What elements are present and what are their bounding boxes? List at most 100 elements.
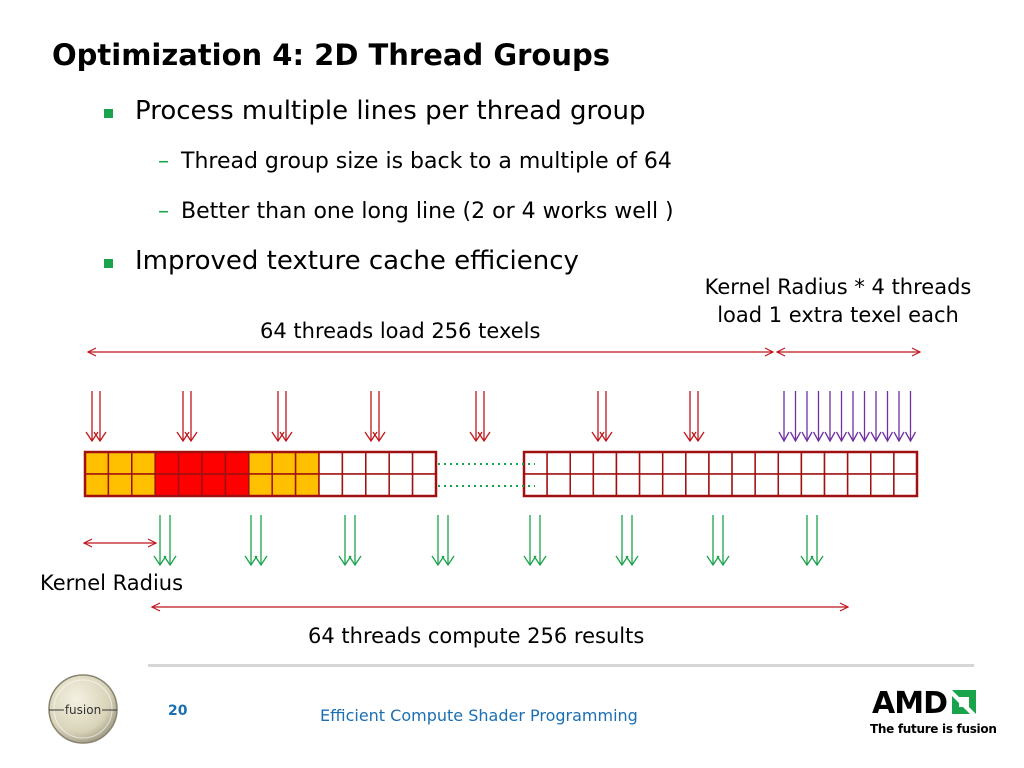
fusion-logo-text: fusion	[65, 703, 101, 717]
load-range-arrow	[86, 347, 775, 357]
extra-arrow-6	[835, 391, 848, 443]
extra-arrow-2	[789, 391, 802, 443]
texel-cell	[638, 473, 664, 497]
texel-cell	[870, 451, 895, 475]
texel-cell	[84, 473, 110, 497]
amd-tagline: The future is fusion	[870, 722, 997, 736]
texel-cell	[823, 473, 849, 497]
load-arrow-7	[683, 391, 705, 443]
texel-cell	[271, 473, 297, 497]
fusion-logo: fusion	[48, 674, 118, 744]
texel-cell	[685, 451, 710, 475]
footer-title: Efficient Compute Shader Programming	[320, 706, 638, 725]
label-extra-line-1: Kernel Radius * 4 threads	[704, 275, 972, 299]
load-arrow-5	[469, 391, 491, 443]
bullet-square-icon	[104, 259, 113, 268]
extra-arrow-7	[847, 391, 859, 443]
texel-cell	[411, 473, 437, 497]
bullet-square-icon	[104, 109, 113, 118]
texel-cell	[131, 451, 156, 475]
texel-cell	[341, 473, 367, 497]
load-arrow-1	[85, 391, 107, 443]
sub-bullet-text: Thread group size is back to a multiple …	[181, 149, 672, 174]
label-extra-line-2: load 1 extra texel each	[717, 303, 959, 327]
extra-range-arrow	[775, 347, 922, 357]
texel-cell	[731, 473, 756, 497]
texel-cell	[523, 451, 548, 475]
compute-arrow-2	[244, 515, 268, 567]
label-load-texels: 64 threads load 256 texels	[260, 319, 541, 343]
texel-cell	[131, 473, 156, 497]
texel-cell	[569, 451, 595, 475]
texel-cell	[731, 451, 756, 475]
label-extra-threads: Kernel Radius * 4 threads load 1 extra t…	[668, 275, 1008, 327]
right-grid-border	[522, 450, 919, 498]
amd-wordmark: AMD	[872, 686, 948, 721]
texel-cell	[569, 473, 595, 497]
amd-arrow-icon	[952, 690, 976, 714]
compute-arrow-6	[615, 515, 639, 567]
texel-cell	[800, 451, 826, 475]
extra-arrow-12	[904, 391, 917, 443]
texel-cell	[846, 473, 872, 497]
compute-arrow-5	[523, 515, 547, 567]
label-compute-results: 64 threads compute 256 results	[308, 624, 645, 648]
texel-cell	[154, 451, 180, 475]
compute-arrow-1	[153, 515, 177, 567]
texel-cell	[224, 473, 250, 497]
compute-arrow-7	[706, 515, 730, 567]
extra-arrow-11	[893, 391, 905, 443]
texel-cell	[754, 473, 780, 497]
texel-cell	[177, 473, 203, 497]
texel-cell	[294, 451, 320, 475]
texel-cell	[411, 451, 437, 475]
texel-cell	[107, 473, 133, 497]
texel-cell	[754, 451, 780, 475]
footer-divider	[148, 664, 974, 667]
texel-cell	[294, 473, 320, 497]
extra-arrow-9	[870, 391, 882, 443]
texel-cell	[388, 473, 414, 497]
compute-range-arrow	[150, 602, 850, 612]
texel-cell	[592, 473, 618, 497]
texel-cell	[224, 451, 250, 475]
texel-cell	[365, 473, 390, 497]
texel-cell	[107, 451, 133, 475]
texel-cell	[870, 473, 895, 497]
texel-cell	[615, 473, 641, 497]
texel-cell	[318, 451, 344, 475]
texel-cell	[592, 451, 618, 475]
compute-arrow-8	[800, 515, 824, 567]
texel-cell	[546, 473, 571, 497]
label-kernel-radius: Kernel Radius	[40, 571, 184, 595]
dash-marker: –	[158, 199, 169, 224]
texel-cell	[318, 473, 344, 497]
texel-cell	[893, 473, 918, 497]
texel-cell	[271, 451, 297, 475]
texel-cell	[365, 451, 390, 475]
extra-arrow-1	[778, 391, 790, 443]
texel-cell	[777, 451, 803, 475]
texel-cell	[523, 473, 548, 497]
load-arrow-6	[591, 391, 613, 443]
texel-cell	[201, 473, 227, 497]
extra-arrow-8	[858, 391, 871, 443]
texel-cell	[638, 451, 664, 475]
texel-cell	[893, 451, 918, 475]
extra-arrow-3	[801, 391, 813, 443]
texel-cell	[154, 473, 180, 497]
left-grid-border	[83, 450, 438, 498]
texel-cell	[800, 473, 826, 497]
texel-cell	[248, 473, 273, 497]
texel-cell	[341, 451, 367, 475]
texel-cell	[661, 473, 687, 497]
bullet-text: Process multiple lines per thread group	[135, 96, 646, 126]
texel-cell	[248, 451, 273, 475]
texel-cell	[546, 451, 571, 475]
texel-cell	[846, 451, 872, 475]
texel-cell	[615, 451, 641, 475]
bullet-text: Improved texture cache efficiency	[135, 246, 579, 276]
texel-cell	[84, 451, 110, 475]
load-arrow-2	[176, 391, 198, 443]
page-number: 20	[168, 703, 188, 719]
